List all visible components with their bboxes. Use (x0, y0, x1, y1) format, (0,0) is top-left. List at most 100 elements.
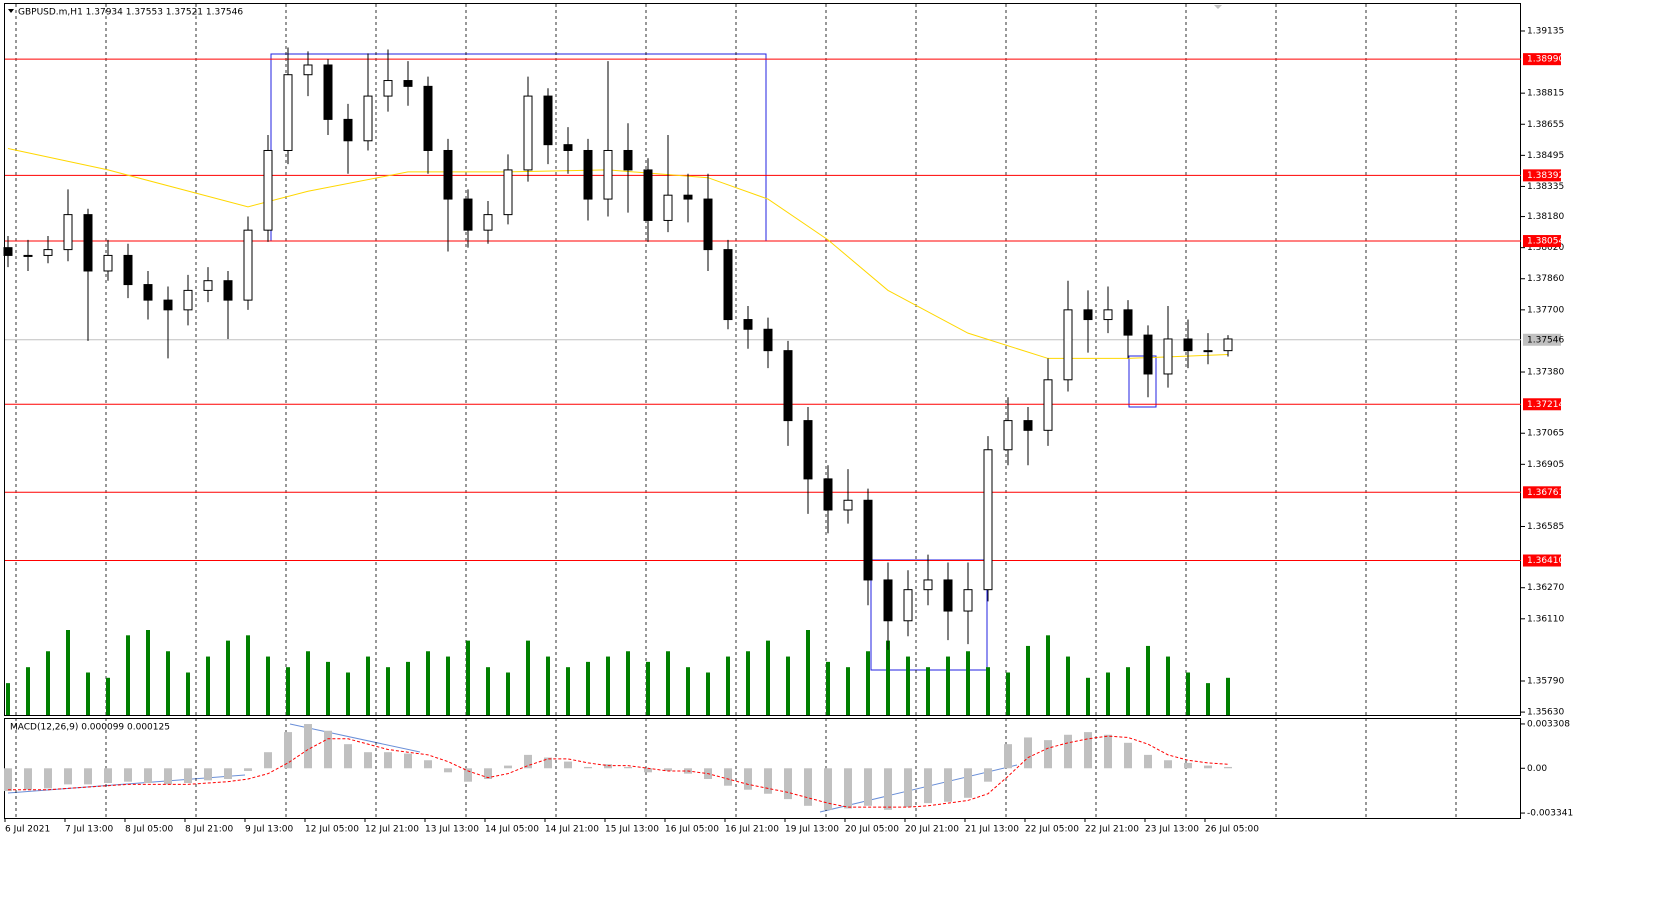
level-label: 1.36410 (1527, 556, 1564, 566)
volume-bar (1206, 683, 1210, 715)
volume-bar (6, 683, 10, 715)
candle-body (423, 85, 433, 151)
macd-bar (364, 752, 372, 769)
volume-bar (926, 667, 930, 715)
y-tick-label: 1.36905 (1527, 460, 1564, 470)
moving-average (7, 148, 1229, 359)
volume-bar (1046, 635, 1050, 715)
volume-bar (846, 667, 850, 715)
candle-body (983, 449, 993, 591)
candle-body (683, 194, 693, 200)
macd-bar (844, 768, 852, 809)
macd-bar (884, 768, 892, 810)
candle-body (583, 149, 593, 200)
candle-body (63, 214, 73, 251)
volume-bar (446, 656, 450, 715)
volume-bar (1126, 667, 1130, 715)
macd-bar (504, 765, 512, 769)
volume-bar (86, 672, 90, 715)
candle-body (643, 169, 653, 221)
volume-bar (706, 672, 710, 715)
candle-body (823, 478, 833, 511)
macd-bar (664, 768, 672, 771)
y-tick-label: 1.38020 (1527, 243, 1564, 253)
x-tick-label: 12 Jul 21:00 (365, 825, 419, 835)
volume-bar (546, 656, 550, 715)
candle-body (23, 254, 33, 257)
volume-bar (946, 656, 950, 715)
macd-bar (564, 761, 572, 769)
candle-body (103, 254, 113, 272)
candle-body (1083, 309, 1093, 321)
candle-body (863, 499, 873, 581)
macd-bar (764, 768, 772, 794)
volume-bar (646, 661, 650, 715)
candle-body (83, 214, 93, 272)
level-label-box (1523, 398, 1561, 411)
macd-bar (484, 768, 492, 780)
candle-body (3, 247, 13, 256)
candle-body (1043, 379, 1053, 431)
x-tick-label: 12 Jul 05:00 (305, 825, 359, 835)
x-tick-label: 13 Jul 13:00 (425, 825, 479, 835)
x-tick-label: 15 Jul 13:00 (605, 825, 659, 835)
candle-body (1063, 309, 1073, 381)
volume-bar (206, 656, 210, 715)
volume-bar (866, 651, 870, 715)
candle-body (283, 74, 293, 151)
macd-bar (724, 768, 732, 786)
macd-bar (344, 744, 352, 769)
macd-bar (1064, 734, 1072, 769)
x-tick-label: 6 Jul 2021 (5, 825, 50, 835)
macd-bar (984, 768, 992, 782)
candle-body (923, 579, 933, 591)
macd-bar (384, 752, 392, 769)
x-tick-label: 26 Jul 05:00 (1205, 825, 1259, 835)
macd-bar (1104, 734, 1112, 769)
macd-bar (84, 768, 92, 785)
range-box (270, 53, 767, 242)
candle-body (363, 95, 373, 142)
candle-body (323, 64, 333, 120)
volume-bar (26, 667, 30, 715)
candle-body (703, 198, 713, 251)
candle-body (263, 149, 273, 231)
volume-bar (46, 651, 50, 715)
macd-bar (644, 768, 652, 773)
y-tick-label: 1.35630 (1527, 708, 1564, 718)
macd-bar (1084, 732, 1092, 769)
candle-body (903, 589, 913, 622)
volume-bar (1006, 672, 1010, 715)
x-tick-label: 7 Jul 13:00 (65, 825, 114, 835)
macd-bar (824, 768, 832, 810)
x-tick-label: 16 Jul 21:00 (725, 825, 779, 835)
volume-bar (506, 672, 510, 715)
y-tick-label: 1.38335 (1527, 182, 1564, 192)
volume-bar (466, 640, 470, 715)
volume-bar (426, 651, 430, 715)
candle-body (563, 144, 573, 151)
x-tick-label: 20 Jul 21:00 (905, 825, 959, 835)
candle-body (1103, 309, 1113, 321)
volume-bar (586, 661, 590, 715)
macd-bar (604, 764, 612, 769)
x-tick-label: 20 Jul 05:00 (845, 825, 899, 835)
y-tick-label: 1.38655 (1527, 120, 1564, 130)
volume-bar (826, 661, 830, 715)
candle-body (623, 149, 633, 171)
candle-body (163, 299, 173, 311)
candle-body (343, 118, 353, 142)
macd-bar (24, 768, 32, 790)
macd-bar (964, 768, 972, 798)
candle-body (203, 280, 213, 291)
candle-body (1123, 309, 1133, 336)
macd-bar (64, 768, 72, 785)
candle-body (243, 229, 253, 301)
y-tick-label: 1.36110 (1527, 614, 1564, 624)
candle-body (463, 198, 473, 231)
macd-label: MACD(12,26,9) 0.000099 0.000125 (10, 723, 170, 733)
macd-bar (404, 753, 412, 769)
range-box (1128, 355, 1157, 408)
candle-body (1023, 420, 1033, 431)
volume-bar (666, 651, 670, 715)
